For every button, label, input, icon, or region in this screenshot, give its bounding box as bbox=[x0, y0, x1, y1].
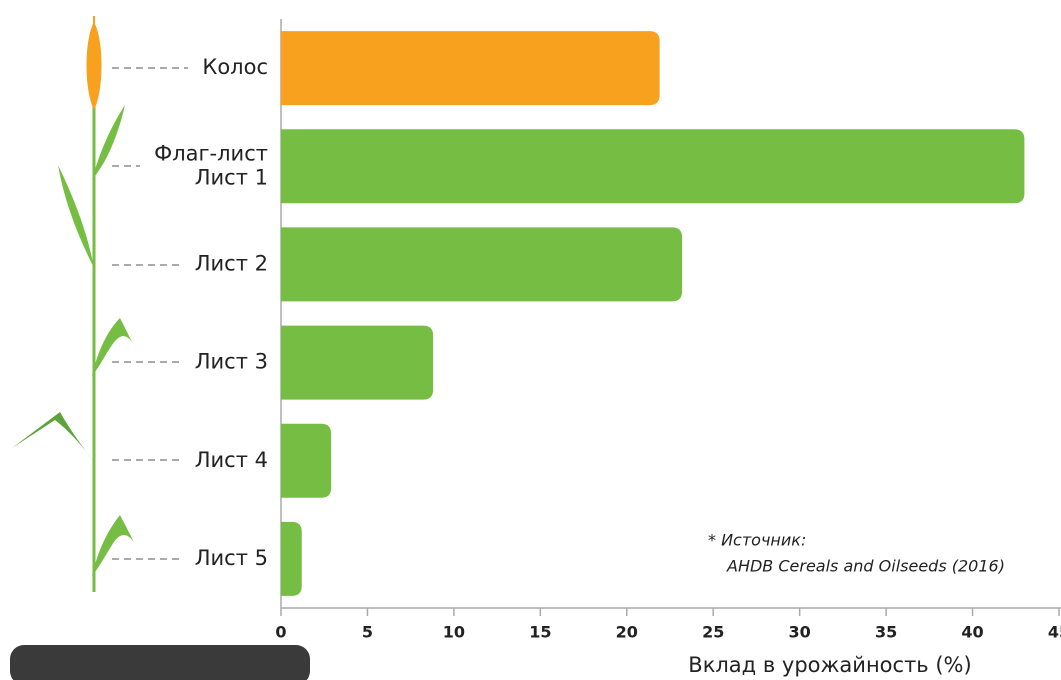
x-tick-label: 0 bbox=[275, 623, 286, 642]
bar bbox=[281, 31, 660, 106]
x-tick-label: 5 bbox=[362, 623, 373, 642]
annotation: AHDB Cereals and Oilseeds (2016) bbox=[726, 557, 1005, 576]
bar bbox=[281, 325, 434, 400]
photo-fragment bbox=[10, 645, 310, 680]
plant-illustration bbox=[12, 16, 134, 592]
x-tick-label: 40 bbox=[961, 623, 983, 642]
x-tick-label: 35 bbox=[875, 623, 897, 642]
y-tick-label: Лист 3 bbox=[195, 350, 268, 374]
y-tick-label: Флаг-лист bbox=[154, 141, 268, 165]
y-tick-label: Колос bbox=[202, 55, 268, 79]
x-tick-label: 10 bbox=[443, 623, 465, 642]
bar bbox=[281, 521, 302, 596]
x-tick-label: 15 bbox=[529, 623, 551, 642]
annotation: * Источник: bbox=[708, 531, 806, 550]
x-tick-label: 30 bbox=[789, 623, 811, 642]
x-tick-label: 45 bbox=[1048, 623, 1061, 642]
bar bbox=[281, 227, 683, 302]
x-axis-title: Вклад в урожайность (%) bbox=[688, 653, 971, 677]
y-tick-label: Лист 4 bbox=[195, 448, 268, 472]
y-tick-label: Лист 5 bbox=[195, 546, 268, 570]
y-tick-label: Лист 2 bbox=[195, 251, 268, 275]
y-tick-label: Лист 1 bbox=[195, 165, 268, 189]
x-tick-label: 25 bbox=[702, 623, 724, 642]
x-tick-label: 20 bbox=[616, 623, 638, 642]
bar bbox=[281, 129, 1025, 204]
leader-lines bbox=[112, 67, 188, 560]
bar bbox=[281, 423, 332, 498]
